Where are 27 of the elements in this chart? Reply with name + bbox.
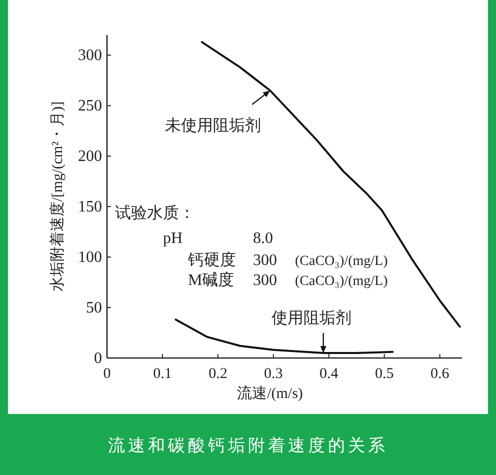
annotation: 8.0 — [253, 230, 273, 247]
annotation: (CaCO₃)/(mg/L) — [295, 274, 388, 289]
annotation: M碱度 — [188, 271, 234, 289]
y-tick-label: 150 — [78, 198, 102, 216]
x-tick-label: 0.2 — [208, 366, 228, 382]
x-tick-label: 0.1 — [153, 366, 172, 382]
annotation: 300 — [253, 252, 277, 269]
x-axis-title: 流速/(m/s) — [237, 385, 303, 402]
y-axis-title: 水垢附着速度/[mg/(cm²・月)] — [49, 101, 66, 292]
annotation: 未使用阻垢剂 — [165, 116, 262, 135]
y-tick-label: 100 — [78, 249, 102, 266]
annotation: 钙硬度 — [187, 251, 236, 269]
y-tick-label: 0 — [94, 350, 102, 367]
x-tick-label: 0.3 — [264, 366, 283, 382]
annotation: pH — [163, 230, 183, 247]
x-tick-label: 0.6 — [430, 366, 450, 382]
y-tick-label: 50 — [86, 300, 102, 317]
text: 流速和碳酸钙垢附着速度的关系 — [108, 436, 388, 456]
x-tick-label: 0.4 — [320, 366, 339, 382]
annotation: (CaCO₃)/(mg/L) — [295, 254, 388, 269]
x-tick-label: 0.5 — [374, 366, 394, 382]
annotation: 使用阻垢剂 — [271, 308, 352, 327]
y-tick-label: 200 — [78, 148, 102, 166]
annotation: 试验水质： — [115, 204, 195, 222]
y-tick-label: 250 — [78, 98, 102, 115]
y-tick-label: 300 — [78, 47, 102, 64]
annotation: 300 — [253, 272, 277, 289]
